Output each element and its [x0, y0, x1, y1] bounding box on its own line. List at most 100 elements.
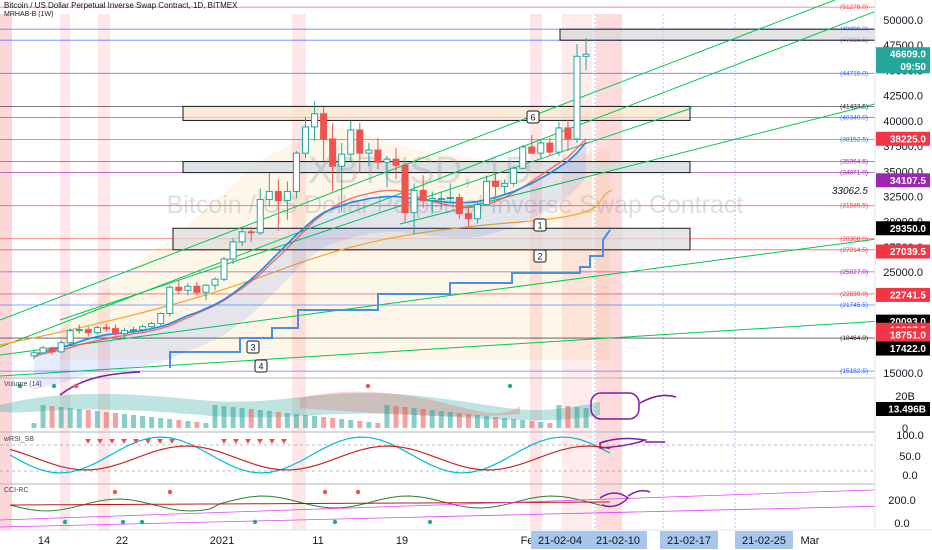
key-level-label: (35964.5) [840, 159, 868, 166]
wave-marker-box [254, 359, 268, 373]
price-tag: 38225.0 [876, 131, 930, 146]
wave-marker-label: 3 [250, 343, 255, 353]
candle [501, 179, 509, 194]
volume-bar [393, 406, 399, 428]
volume-bar [275, 412, 281, 428]
time-highlight-bg [660, 531, 718, 549]
candle-body [419, 189, 427, 202]
price-tag: 34107.5 [876, 173, 930, 188]
candle-body [311, 113, 319, 128]
volume-bar [239, 408, 245, 428]
volume-bar [49, 406, 55, 428]
volume-bar [103, 412, 109, 428]
volume-bar [293, 414, 299, 428]
volume-bar [384, 405, 390, 428]
volume-bar [484, 416, 489, 428]
price-tag-bg [876, 59, 930, 74]
candle-body [546, 142, 554, 153]
candle [102, 323, 110, 332]
candle-body [84, 329, 92, 334]
volume-bar [547, 423, 553, 428]
wrsi-signal-arrow [85, 439, 91, 444]
candle [302, 116, 309, 159]
candle [392, 148, 400, 180]
wave-marker-label: 6 [530, 113, 535, 123]
candle-body [111, 328, 119, 335]
volume-bar [429, 410, 435, 428]
candle-body [175, 286, 183, 291]
price-tag-text: 20093.0 [890, 317, 927, 328]
candle [229, 237, 237, 265]
price-axis-tick: 25000.0 [883, 267, 923, 279]
candle [66, 328, 74, 344]
wrsi-signal-line [9, 445, 611, 471]
candle [311, 101, 319, 142]
candle-body [528, 146, 536, 154]
price-axis-tick: 50000.0 [883, 15, 923, 27]
wrsi-signal-arrow [97, 439, 103, 444]
volume-bar [176, 420, 182, 428]
wave-marker: 3 [246, 340, 260, 354]
candle-body [283, 190, 291, 202]
price-tag-bg [876, 287, 930, 302]
candle [139, 324, 147, 333]
candle-body [148, 323, 156, 328]
volume-bar [312, 416, 318, 428]
price-tag: 46609.0 [876, 47, 930, 62]
candle-body [555, 127, 563, 153]
candle-body [428, 198, 436, 202]
candle [401, 163, 409, 222]
candle-body [229, 241, 237, 260]
candle-body [274, 190, 282, 202]
candle-body [455, 197, 463, 215]
price-tag: 29350.0 [876, 221, 930, 236]
volume-bar [474, 415, 480, 428]
candle-body [401, 164, 409, 214]
candle [193, 282, 201, 296]
annotation-arrow [627, 489, 651, 497]
volume-tag-bg [876, 402, 930, 416]
candle-body [220, 258, 228, 280]
candle-body [265, 190, 273, 201]
candle [455, 193, 463, 219]
time-axis-label: 19 [396, 535, 408, 547]
candle [247, 226, 255, 242]
key-level-label: (34871.0) [840, 170, 868, 177]
candle [93, 325, 101, 335]
candle [329, 122, 337, 192]
candle-body [121, 330, 128, 335]
candle [546, 138, 554, 156]
wave-marker-box [526, 110, 540, 124]
volume-bar [357, 421, 363, 428]
candle [283, 181, 291, 220]
candle [564, 119, 572, 152]
candle [464, 207, 472, 229]
time-axis-label: Mar [801, 535, 820, 547]
time-axis-highlight: 21-02-04 [531, 531, 589, 549]
price-tag: 09:50 [876, 59, 930, 74]
volume-bar [339, 419, 345, 428]
zone-box [182, 161, 691, 174]
volume-bar [520, 420, 526, 428]
candle-body [238, 231, 246, 243]
key-level-label: (28308.0) [840, 236, 868, 243]
wrsi-signal-arrow [109, 439, 115, 444]
volume-bar [420, 409, 426, 428]
price-tag-text: 46609.0 [890, 50, 927, 61]
candle-body [93, 327, 101, 334]
volume-tag-text: 13.496B [888, 405, 926, 416]
wave-marker: 1 [533, 218, 547, 232]
candle-body [102, 327, 110, 330]
moving-average-line [0, 189, 613, 346]
candle [256, 188, 264, 235]
volume-bar [230, 407, 236, 428]
candle-body [483, 180, 490, 206]
candle-body [30, 352, 38, 357]
candle-body [501, 182, 509, 187]
candle [48, 346, 56, 355]
volume-bar [456, 413, 462, 428]
candle [473, 201, 481, 224]
candle-body [383, 158, 391, 163]
cci-pane-label: CCI-RC [4, 487, 29, 494]
